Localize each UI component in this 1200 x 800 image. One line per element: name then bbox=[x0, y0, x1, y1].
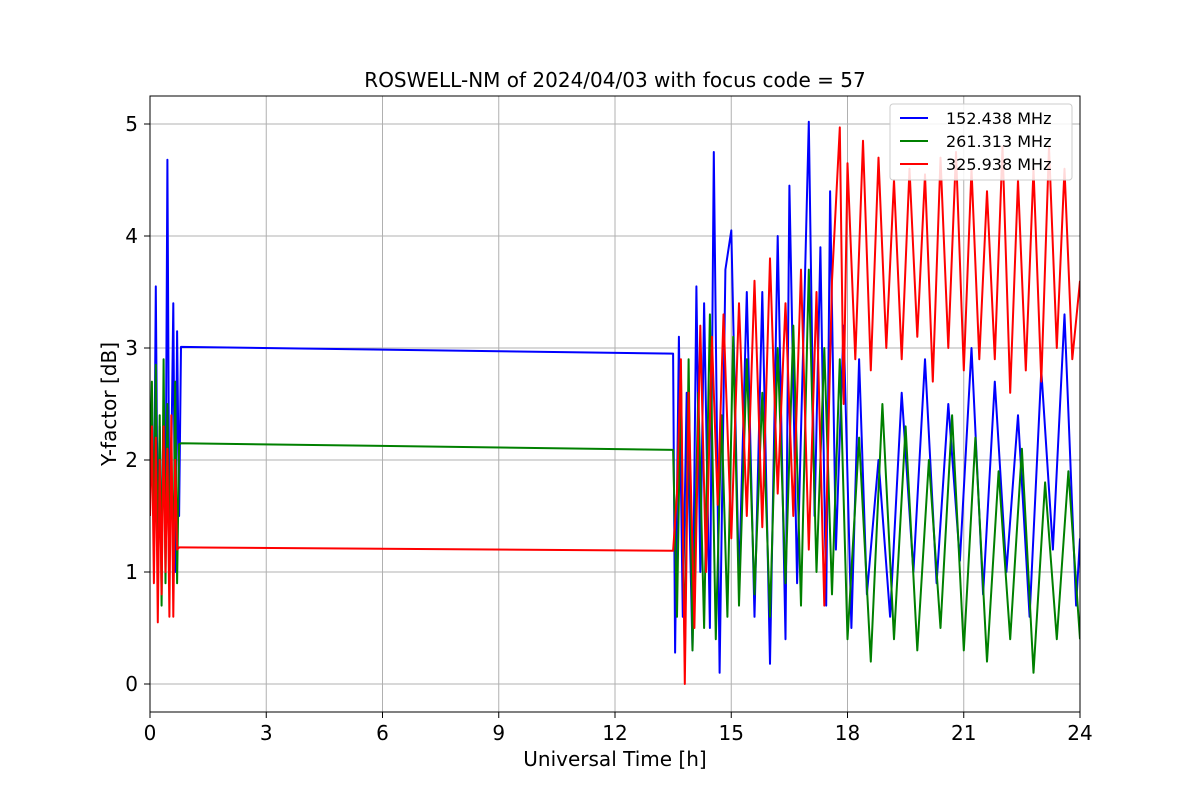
x-tick-label: 24 bbox=[1067, 721, 1092, 745]
x-tick-label: 15 bbox=[719, 721, 744, 745]
y-tick-label: 4 bbox=[125, 224, 138, 248]
x-tick-label: 21 bbox=[951, 721, 976, 745]
y-tick-label: 5 bbox=[125, 112, 138, 136]
series-line-3 bbox=[150, 126, 1080, 685]
x-tick-label: 0 bbox=[144, 721, 157, 745]
x-tick-label: 9 bbox=[492, 721, 505, 745]
x-axis-label: Universal Time [h] bbox=[523, 747, 706, 771]
y-tick-label: 0 bbox=[125, 672, 138, 696]
plot-series bbox=[150, 120, 1080, 685]
x-tick-label: 12 bbox=[602, 721, 627, 745]
legend: 152.438 MHz 261.313 MHz 325.938 MHz bbox=[889, 103, 1073, 181]
legend-label: 261.313 MHz bbox=[946, 132, 1051, 151]
y-axis-label: Y-factor [dB] bbox=[97, 342, 121, 467]
y-tick-label: 1 bbox=[125, 560, 138, 584]
x-tick-label: 3 bbox=[260, 721, 273, 745]
legend-label: 325.938 MHz bbox=[946, 155, 1051, 174]
y-tick-label: 3 bbox=[125, 336, 138, 360]
legend-label: 152.438 MHz bbox=[946, 109, 1051, 128]
chart-title: ROSWELL-NM of 2024/04/03 with focus code… bbox=[364, 68, 865, 92]
x-tick-label: 18 bbox=[835, 721, 860, 745]
x-tick-label: 6 bbox=[376, 721, 389, 745]
legend-box bbox=[889, 103, 1073, 181]
y-tick-label: 2 bbox=[125, 448, 138, 472]
